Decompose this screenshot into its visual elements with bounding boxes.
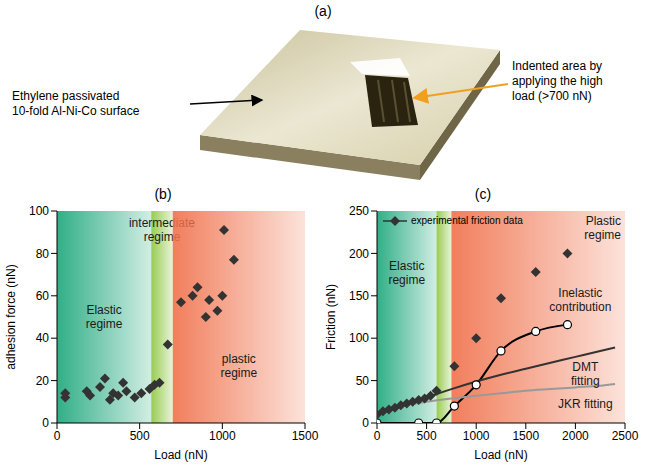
svg-text:40: 40	[36, 331, 50, 345]
svg-text:1000: 1000	[209, 429, 236, 443]
svg-text:200: 200	[349, 247, 369, 261]
html-text:(b): (b)	[154, 186, 172, 202]
svg-text:Load (nN): Load (nN)	[154, 448, 207, 462]
html-text:experimental friction data: experimental friction data	[411, 215, 523, 226]
svg-text:Plasticregime: Plasticregime	[584, 214, 621, 242]
svg-text:Elasticregime: Elasticregime	[86, 303, 123, 331]
html-text:JKR fitting: JKR fitting	[558, 396, 613, 411]
html-text:intermediate: intermediate	[129, 216, 195, 231]
svg-text:2000: 2000	[562, 429, 589, 443]
svg-text:Friction (nN): Friction (nN)	[324, 284, 338, 350]
html-text:(c): (c)	[474, 186, 492, 202]
svg-text:1500: 1500	[292, 429, 319, 443]
svg-text:100: 100	[349, 331, 369, 345]
svg-text:adhesion force (nN): adhesion force (nN)	[4, 264, 18, 369]
svg-text:Load (nN): Load (nN)	[474, 448, 527, 462]
svg-text:50: 50	[356, 374, 370, 388]
svg-text:Elasticregime: Elasticregime	[388, 259, 425, 287]
svg-text:500: 500	[130, 429, 150, 443]
svg-text:80: 80	[36, 247, 50, 261]
svg-text:Indented area byapplying the h: Indented area byapplying the highload (>…	[512, 59, 603, 103]
svg-text:500: 500	[417, 429, 437, 443]
svg-text:0: 0	[54, 429, 61, 443]
html-text:regime: regime	[143, 230, 181, 245]
html-text:DMT fitting: DMT fitting	[571, 360, 600, 389]
svg-text:plasticregime: plasticregime	[221, 352, 258, 380]
svg-text:150: 150	[349, 289, 369, 303]
svg-text:0: 0	[362, 416, 369, 430]
svg-text:0: 0	[374, 429, 381, 443]
svg-text:1500: 1500	[512, 429, 539, 443]
svg-text:250: 250	[349, 204, 369, 218]
svg-text:0: 0	[42, 416, 49, 430]
svg-text:2500: 2500	[612, 429, 639, 443]
svg-text:100: 100	[29, 204, 49, 218]
svg-text:(a): (a)	[314, 3, 331, 19]
svg-text:1000: 1000	[463, 429, 490, 443]
svg-text:20: 20	[36, 374, 50, 388]
svg-text:Ethylene passivated10-fold Al-: Ethylene passivated10-fold Al-Ni-Co surf…	[12, 89, 140, 118]
svg-text:60: 60	[36, 289, 50, 303]
html-text:Inelastic contribution: Inelastic contribution	[549, 286, 612, 314]
